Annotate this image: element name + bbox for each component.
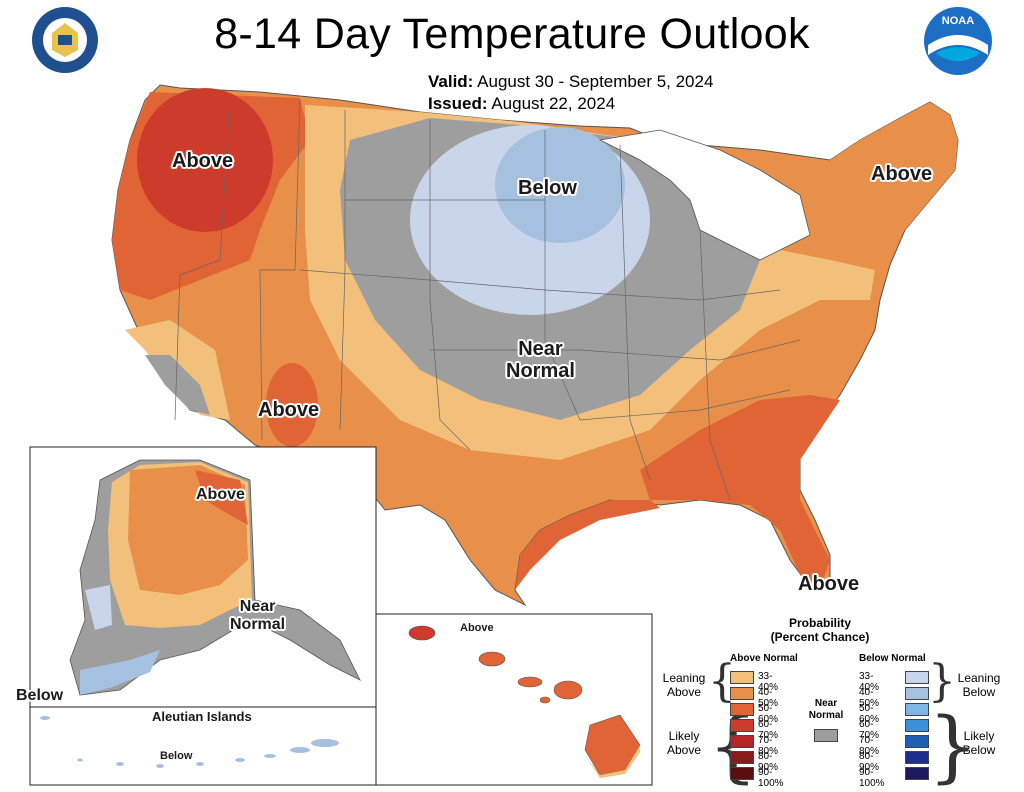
ak-near-line2: Normal xyxy=(230,615,286,633)
legend-above-range: 33-40% xyxy=(758,671,779,693)
legend-above-swatch xyxy=(730,687,754,700)
legend-below-range: 60-70% xyxy=(859,719,880,741)
legend-above-range: 40-50% xyxy=(758,687,779,709)
alaska-likely xyxy=(195,470,248,525)
legend-title: Probability (Percent Chance) xyxy=(720,616,920,644)
label-nw-above: Above xyxy=(172,150,234,172)
legend-below-range: 70-80% xyxy=(859,735,880,757)
legend-near-swatch xyxy=(814,729,838,742)
legend-above-swatch xyxy=(730,703,754,716)
noaa-logo: NOAA xyxy=(922,5,994,77)
legend-above-range: 50-60% xyxy=(758,703,779,725)
legend-below-range: 33-40% xyxy=(859,671,880,693)
legend-title-1: Probability xyxy=(788,616,851,630)
aleutian-islands-shapes xyxy=(40,716,339,768)
label-ak-above: Above xyxy=(196,486,245,503)
legend-above-range: 90-100% xyxy=(758,767,784,789)
commerce-seal-logo xyxy=(30,5,100,75)
noaa-text: NOAA xyxy=(941,15,975,27)
legend-below-swatch xyxy=(905,735,929,748)
aleutian-title: Aleutian Islands xyxy=(152,709,252,724)
az-likely-zone xyxy=(266,363,318,447)
state-boundaries xyxy=(174,94,801,501)
gulf-coast-zone xyxy=(515,500,660,590)
legend-above-swatch xyxy=(730,719,754,732)
legend-near-1: Near xyxy=(814,698,838,709)
legend-above-head: Above Normal xyxy=(730,653,798,664)
great-lakes xyxy=(598,129,811,261)
legend-below-range: 50-60% xyxy=(859,703,880,725)
likely-below-1: Likely xyxy=(963,729,995,743)
legend-likely-below: Likely Below xyxy=(951,729,1007,757)
ca-coast-near xyxy=(145,355,210,415)
issued-date: Issued: August 22, 2024 xyxy=(428,94,615,114)
legend-below-range: 40-50% xyxy=(859,687,880,709)
leaning-above-2: Above xyxy=(666,685,702,699)
ak-near-line1: Near xyxy=(239,598,276,615)
issued-label: Issued: xyxy=(428,94,488,113)
label-sw-above: Above xyxy=(258,399,320,421)
leaning-above-1: Leaning xyxy=(662,671,706,685)
near-normal-line1: Near xyxy=(518,338,563,360)
legend-below-swatch xyxy=(905,719,929,732)
label-aleutian-below: Below xyxy=(160,750,193,762)
label-fl-above: Above xyxy=(798,573,860,595)
likely-below-2: Below xyxy=(962,743,996,757)
brace-leaning-below: } xyxy=(928,656,956,707)
legend-below-range: 90-100% xyxy=(859,767,885,789)
label-ak-near-normal: Near Normal xyxy=(230,598,285,633)
valid-period: Valid: August 30 - September 5, 2024 xyxy=(428,72,713,92)
legend-below-swatch xyxy=(905,751,929,764)
legend-leaning-above: Leaning Above xyxy=(656,671,712,699)
legend-likely-above: Likely Above xyxy=(656,729,712,757)
leaning-below-2: Below xyxy=(962,685,996,699)
legend-above-range: 60-70% xyxy=(758,719,779,741)
near-normal-line2: Normal xyxy=(506,360,575,382)
ne-above-zone xyxy=(830,102,958,230)
legend-above-range: 80-90% xyxy=(758,751,779,773)
legend-above-swatch xyxy=(730,671,754,684)
label-ak-below: Below xyxy=(16,687,64,704)
legend-above-swatch xyxy=(730,767,754,780)
legend-leaning-below: Leaning Below xyxy=(951,671,1007,699)
leaning-below-1: Leaning xyxy=(957,671,1001,685)
brace-likely-below: } xyxy=(928,702,978,792)
se-likely-zone xyxy=(640,395,840,588)
alaska-below-sw xyxy=(80,650,160,695)
legend-above-swatch xyxy=(730,751,754,764)
legend-below-swatch xyxy=(905,703,929,716)
legend-below-swatch xyxy=(905,767,929,780)
below-core-zone xyxy=(495,127,625,243)
legend-below-swatch xyxy=(905,687,929,700)
label-hi-above: Above xyxy=(460,622,494,634)
legend-below-range: 80-90% xyxy=(859,751,880,773)
issued-value: August 22, 2024 xyxy=(491,94,616,113)
legend-above-swatch xyxy=(730,735,754,748)
valid-label: Valid: xyxy=(428,72,474,91)
valid-value: August 30 - September 5, 2024 xyxy=(477,72,714,91)
legend-below-swatch xyxy=(905,671,929,684)
legend-near-2: Normal xyxy=(808,710,844,721)
legend-near-normal: Near Normal xyxy=(806,698,846,722)
probability-legend: Probability (Percent Chance) Above Normal… xyxy=(656,616,1008,792)
likely-above-2: Above xyxy=(666,743,702,757)
legend-title-2: (Percent Chance) xyxy=(770,630,870,644)
label-ne-above: Above xyxy=(871,163,933,185)
legend-below-head: Below Normal xyxy=(859,653,926,664)
alaska-below-west xyxy=(85,585,112,630)
label-near-normal: Near Normal xyxy=(506,338,575,382)
page-title: 8-14 Day Temperature Outlook xyxy=(214,10,810,58)
likely-above-1: Likely xyxy=(668,729,700,743)
hawaii-islands xyxy=(408,625,641,778)
legend-above-range: 70-80% xyxy=(758,735,779,757)
label-below: Below xyxy=(518,177,577,199)
nw-core-zone xyxy=(137,88,273,232)
